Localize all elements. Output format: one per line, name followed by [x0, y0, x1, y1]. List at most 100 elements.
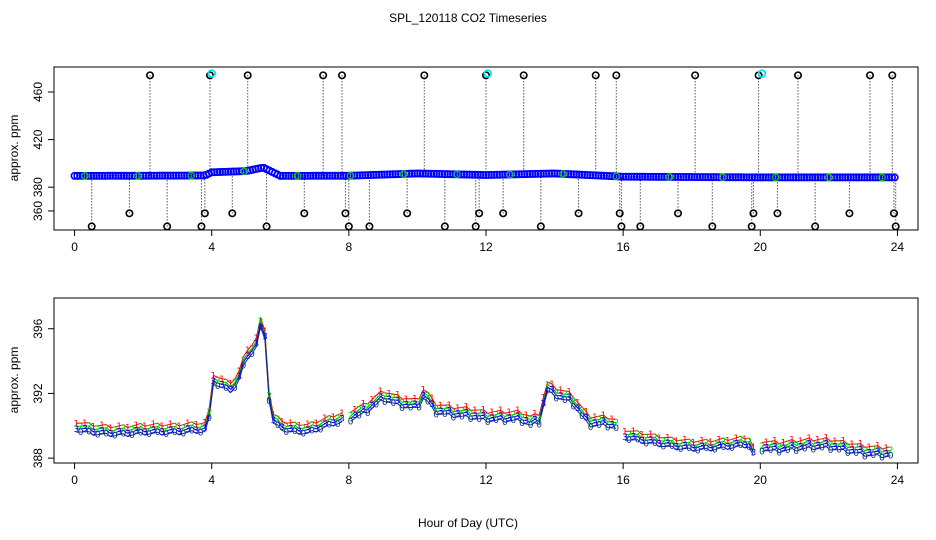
- series-marker-2: 2: [301, 424, 307, 434]
- series-marker-1: 1: [202, 419, 208, 429]
- series-marker-1: 1: [523, 411, 529, 421]
- series-marker-3: 3: [463, 408, 469, 418]
- baseline-accent-point: [771, 173, 780, 182]
- series-marker-0: 0: [652, 439, 658, 449]
- series-marker-2: 2: [206, 408, 212, 418]
- series-marker-2: 2: [408, 398, 414, 408]
- baseline-point: [750, 173, 759, 182]
- series-marker-3: 3: [489, 414, 495, 424]
- baseline-accent-point: [718, 173, 727, 182]
- baseline-point: [166, 171, 175, 180]
- series-marker-0: 0: [678, 445, 684, 455]
- baseline-point: [695, 173, 704, 182]
- baseline-accent-point: [453, 170, 461, 179]
- series-marker-1: 1: [609, 415, 615, 425]
- series-marker-3: 3: [691, 444, 697, 454]
- series-marker-2: 2: [528, 415, 534, 425]
- baseline-point: [385, 170, 394, 179]
- baseline-point: [797, 173, 806, 182]
- low-outlier-point: [200, 209, 209, 218]
- series-marker-0: 0: [146, 430, 152, 440]
- baseline-point: [207, 168, 216, 177]
- series-marker-2: 2: [579, 406, 585, 416]
- series-marker-0: 0: [425, 397, 431, 407]
- low-outlier-point: [574, 209, 583, 218]
- series-marker-2: 2: [326, 415, 332, 425]
- series-marker-0: 0: [249, 350, 255, 360]
- series-marker-2: 2: [785, 440, 791, 450]
- baseline-point: [767, 173, 776, 182]
- series-marker-0: 0: [121, 430, 127, 440]
- series-marker-0: 0: [309, 427, 315, 437]
- baseline-point: [471, 170, 480, 179]
- series-marker-2: 2: [78, 422, 84, 432]
- series-marker-2: 2: [425, 392, 431, 402]
- series-marker-1: 1: [253, 334, 259, 344]
- baseline-point: [852, 173, 861, 182]
- series-marker-2: 2: [155, 422, 161, 432]
- baseline-point: [130, 171, 139, 180]
- baseline-point: [846, 173, 855, 182]
- baseline-point: [811, 173, 820, 182]
- series-marker-1: 1: [733, 434, 739, 444]
- series-marker-3: 3: [716, 441, 722, 451]
- series-marker-2: 2: [746, 437, 752, 447]
- series-marker-0: 0: [511, 416, 517, 426]
- baseline-point: [95, 171, 104, 180]
- series-marker-0: 0: [391, 399, 397, 409]
- series-marker-1: 1: [352, 405, 358, 415]
- series-marker-0: 0: [163, 430, 169, 440]
- baseline-point: [635, 172, 644, 181]
- series-marker-3: 3: [592, 419, 598, 429]
- series-marker-2: 2: [95, 425, 101, 435]
- baseline-point: [484, 170, 493, 179]
- high-outlier-point: [691, 71, 700, 80]
- series-marker-1: 1: [772, 437, 778, 447]
- series-marker-0: 0: [232, 384, 238, 394]
- series-marker-0: 0: [836, 446, 842, 456]
- series-marker-1: 1: [386, 389, 392, 399]
- series-marker-3: 3: [558, 392, 564, 402]
- baseline-point: [608, 172, 617, 181]
- x-tick-label: 16: [616, 240, 630, 254]
- series-marker-1: 1: [691, 438, 697, 448]
- baseline-point: [646, 172, 655, 181]
- series-marker-2: 2: [335, 414, 341, 424]
- baseline-point: [429, 169, 438, 178]
- series-marker-0: 0: [768, 446, 774, 456]
- low-outlier-point: [228, 209, 237, 218]
- baseline-point: [117, 171, 126, 180]
- baseline-point: [358, 171, 367, 180]
- series-marker-1: 1: [883, 444, 889, 454]
- baseline-point: [364, 171, 373, 180]
- series-marker-0: 0: [476, 415, 482, 425]
- series-marker-1: 1: [716, 435, 722, 445]
- baseline-point: [457, 170, 466, 179]
- top-ylabel: approx. ppm: [7, 115, 21, 182]
- series-marker-3: 3: [455, 410, 461, 420]
- baseline-point: [495, 170, 504, 179]
- series-marker-3: 3: [236, 372, 242, 382]
- baseline-point: [70, 171, 79, 180]
- series-marker-1: 1: [99, 421, 105, 431]
- x-tick-label: 12: [479, 473, 493, 487]
- low-outlier-point: [403, 209, 412, 218]
- baseline-point: [791, 173, 800, 182]
- baseline-point: [388, 170, 397, 179]
- baseline-point: [111, 171, 120, 180]
- series-marker-2: 2: [588, 417, 594, 427]
- series-marker-2: 2: [356, 406, 362, 416]
- series-marker-2: 2: [562, 390, 568, 400]
- baseline-point: [152, 171, 161, 180]
- series-marker-3: 3: [823, 439, 829, 449]
- baseline-point: [827, 173, 836, 182]
- y-tick-label: 360: [31, 201, 45, 221]
- x-tick-label: 8: [346, 473, 353, 487]
- series-marker-3: 3: [583, 413, 589, 423]
- series-marker-3: 3: [322, 420, 328, 430]
- baseline-point: [325, 171, 334, 180]
- series-marker-3: 3: [159, 428, 165, 438]
- baseline-point: [800, 173, 809, 182]
- series-marker-2: 2: [215, 376, 221, 386]
